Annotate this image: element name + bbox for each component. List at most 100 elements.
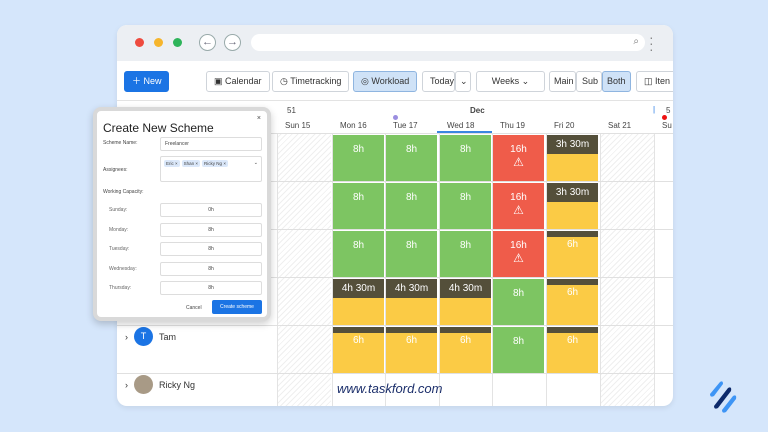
weekend-saturday <box>600 133 654 406</box>
timetracking-label: Timetracking <box>290 76 342 86</box>
calendar-button[interactable]: ▣ Calendar <box>206 71 270 92</box>
create-scheme-modal: Create New Scheme × Scheme Name: Freelan… <box>93 107 271 321</box>
create-scheme-button[interactable]: Create scheme <box>212 300 262 314</box>
capacity-strip <box>440 327 491 333</box>
watermark: www.taskford.com <box>337 381 443 396</box>
person-row-ricky[interactable]: › Ricky Ng <box>125 375 195 394</box>
plus-icon: ＋ <box>132 76 144 86</box>
workload-cell[interactable]: 8h <box>440 183 491 229</box>
modal-title: Create New Scheme <box>103 121 214 135</box>
workload-cell[interactable]: 8h <box>386 231 437 277</box>
calendar-icon: ▣ <box>214 76 226 86</box>
workload-button[interactable]: ◎ Workload <box>353 71 418 92</box>
workload-cell[interactable]: 8h <box>493 327 544 373</box>
minimize-dot[interactable] <box>154 38 163 47</box>
day-label: Wednesday: <box>109 265 137 272</box>
workload-cell[interactable]: 6h <box>547 327 598 373</box>
kebab-menu-icon[interactable]: · · · <box>649 29 654 57</box>
capacity-input[interactable]: 8h <box>160 242 262 256</box>
close-dot[interactable] <box>135 38 144 47</box>
chevron-right-icon[interactable]: › <box>125 331 128 342</box>
assignee-chip[interactable]: Shan × <box>181 160 201 167</box>
avatar: T <box>134 327 153 346</box>
forward-icon[interactable]: → <box>224 34 241 51</box>
capacity-input[interactable]: 8h <box>160 281 262 295</box>
assignee-chip[interactable]: Ricky Ng × <box>202 160 228 167</box>
day-column <box>439 133 440 406</box>
scheme-name-input[interactable]: Freelancer <box>160 137 262 151</box>
items-button[interactable]: ◫ Iten <box>636 71 673 92</box>
workload-hours: 8h <box>352 192 365 203</box>
back-icon[interactable]: ← <box>199 34 216 51</box>
close-icon[interactable]: × <box>256 115 261 122</box>
assignees-label: Assignees: <box>103 167 128 173</box>
workload-hours: 8h <box>405 240 418 251</box>
holiday-dot <box>662 115 667 120</box>
main-toggle[interactable]: Main <box>549 71 576 92</box>
next-week-number: 5 <box>666 106 671 115</box>
capacity-input[interactable]: 8h <box>160 222 262 237</box>
workload-hours: 8h <box>352 240 365 251</box>
row-divider <box>117 181 673 182</box>
workload-hours: 3h 30m <box>547 135 598 154</box>
assignee-chip[interactable]: Eric × <box>164 160 180 167</box>
day-label: Sunday: <box>109 207 128 213</box>
address-bar[interactable]: ⌕ <box>251 34 645 51</box>
workload-hours: 6h <box>405 335 418 346</box>
workload-cell[interactable]: 16h ⚠ <box>493 135 544 181</box>
workload-cell[interactable]: 8h <box>333 231 384 277</box>
workload-cell[interactable]: 8h <box>386 183 437 229</box>
workload-cell[interactable]: 4h 30m <box>440 279 491 325</box>
row-divider <box>117 277 673 278</box>
assignees-select[interactable]: Eric × Shan × Ricky Ng × ⌄ <box>160 156 262 182</box>
workload-cell[interactable]: 16h ⚠ <box>493 231 544 277</box>
workload-cell[interactable]: 3h 30m <box>547 183 598 229</box>
workload-cell[interactable]: 8h <box>440 231 491 277</box>
today-chevron-icon[interactable]: ⌄ <box>455 71 471 92</box>
workload-hours: 8h <box>459 240 472 251</box>
weeks-select[interactable]: Weeks ⌄ <box>476 71 545 92</box>
weeks-label: Weeks <box>491 76 520 86</box>
workload-cell[interactable]: 6h <box>386 327 437 373</box>
chevron-right-icon[interactable]: › <box>125 379 128 390</box>
workload-hours: 8h <box>512 288 525 299</box>
workload-hours: 16h <box>510 192 527 203</box>
workload-hours: 4h 30m <box>333 279 384 298</box>
today-button[interactable]: Today <box>422 71 455 92</box>
day-header: Mon 16 <box>340 121 367 130</box>
new-button[interactable]: ＋ New <box>124 71 169 92</box>
row-divider <box>117 133 673 134</box>
month-label: Dec <box>470 106 485 115</box>
day-header: Fri 20 <box>554 121 575 130</box>
workload-cell[interactable]: 6h <box>333 327 384 373</box>
timetracking-button[interactable]: ◷ Timetracking <box>272 71 350 92</box>
both-toggle[interactable]: Both <box>602 71 631 92</box>
workload-cell[interactable]: 6h <box>547 231 598 277</box>
workload-cell[interactable]: 8h <box>493 279 544 325</box>
cancel-button[interactable]: Cancel <box>186 305 202 311</box>
day-column <box>385 133 386 406</box>
capacity-strip <box>547 231 598 237</box>
workload-cell[interactable]: 16h ⚠ <box>493 183 544 229</box>
workload-cell[interactable]: 4h 30m <box>333 279 384 325</box>
maximize-dot[interactable] <box>173 38 182 47</box>
workload-cell[interactable]: 8h <box>386 135 437 181</box>
workload-cell[interactable]: 3h 30m <box>547 135 598 181</box>
workload-hours: 6h <box>566 287 579 298</box>
capacity-strip <box>547 279 598 285</box>
day-header: Wed 18 <box>447 121 475 130</box>
workload-cell[interactable]: 8h <box>333 135 384 181</box>
person-row-tam[interactable]: › T Tam <box>125 327 176 346</box>
workload-cell[interactable]: 6h <box>440 327 491 373</box>
sub-toggle[interactable]: Sub <box>576 71 602 92</box>
workload-cell[interactable]: 4h 30m <box>386 279 437 325</box>
day-header: Su <box>662 121 672 130</box>
capacity-input[interactable]: 0h <box>160 203 262 217</box>
capacity-input[interactable]: 8h <box>160 261 262 276</box>
browser-window: ← → ⌕ · · · ＋ New ▣ Calendar ◷ Timetrackin… <box>117 25 673 406</box>
workload-cell[interactable]: 8h <box>440 135 491 181</box>
workload-cell[interactable]: 6h <box>547 279 598 325</box>
warning-icon: ⚠ <box>513 203 524 217</box>
workload-cell[interactable]: 8h <box>333 183 384 229</box>
person-name: Ricky Ng <box>159 379 196 390</box>
